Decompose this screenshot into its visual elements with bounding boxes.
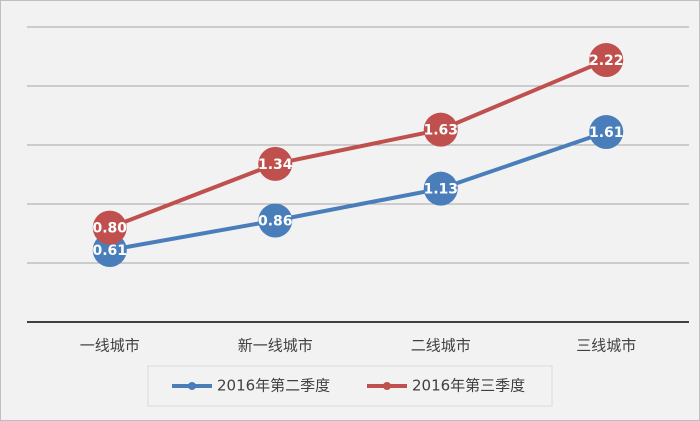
legend-marker bbox=[383, 382, 391, 390]
data-label: 0.61 bbox=[92, 243, 127, 259]
point-marker bbox=[589, 115, 624, 150]
point-marker bbox=[92, 210, 127, 245]
x-tick-label: 新一线城市 bbox=[238, 337, 313, 355]
point-marker bbox=[258, 203, 293, 238]
data-label: 2.22 bbox=[589, 53, 624, 69]
series-line bbox=[109, 58, 608, 230]
legend-box bbox=[147, 365, 553, 407]
x-tick-label: 一线城市 bbox=[80, 337, 140, 355]
point-marker bbox=[423, 112, 458, 147]
data-label: 0.80 bbox=[92, 221, 127, 237]
point-marker bbox=[589, 43, 624, 78]
legend-label: 2016年第三季度 bbox=[412, 377, 525, 395]
point-marker bbox=[423, 171, 458, 206]
legend-label: 2016年第二季度 bbox=[217, 377, 330, 395]
series-line bbox=[109, 130, 607, 252]
data-label: 1.13 bbox=[423, 182, 458, 198]
x-tick-label: 二线城市 bbox=[411, 337, 471, 355]
point-marker bbox=[258, 146, 293, 181]
x-tick-label: 三线城市 bbox=[576, 337, 636, 355]
data-label: 1.34 bbox=[258, 157, 293, 173]
legend-marker bbox=[188, 382, 196, 390]
data-label: 0.86 bbox=[258, 214, 293, 230]
data-label: 1.61 bbox=[589, 125, 624, 141]
data-label: 1.63 bbox=[423, 123, 458, 139]
